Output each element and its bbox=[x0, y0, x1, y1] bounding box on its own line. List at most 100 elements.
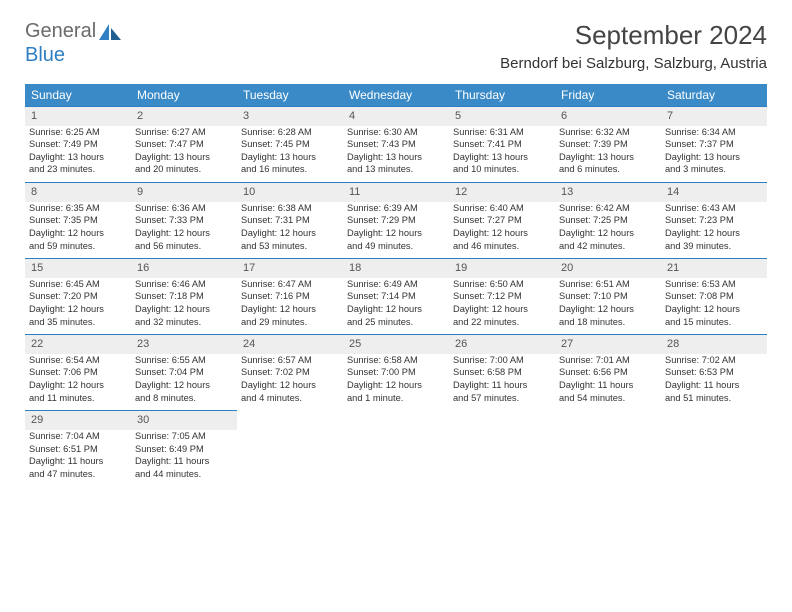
day-number: 6 bbox=[555, 107, 661, 126]
daylight-text: Daylight: 11 hours bbox=[453, 379, 551, 392]
day-number: 3 bbox=[237, 107, 343, 126]
day-content-row: Sunrise: 6:25 AMSunset: 7:49 PMDaylight:… bbox=[25, 126, 767, 183]
daylight-text: Daylight: 13 hours bbox=[29, 151, 127, 164]
weekday-header: Saturday bbox=[661, 84, 767, 107]
day-cell: Sunrise: 6:34 AMSunset: 7:37 PMDaylight:… bbox=[661, 126, 767, 183]
weekday-header: Thursday bbox=[449, 84, 555, 107]
daylight-text: and 29 minutes. bbox=[241, 316, 339, 329]
day-cell: Sunrise: 6:30 AMSunset: 7:43 PMDaylight:… bbox=[343, 126, 449, 183]
daynum-row: 15161718192021 bbox=[25, 259, 767, 278]
day-cell: Sunrise: 7:04 AMSunset: 6:51 PMDaylight:… bbox=[25, 430, 131, 486]
daynum-row: 2930 bbox=[25, 411, 767, 430]
sunset-text: Sunset: 7:43 PM bbox=[347, 138, 445, 151]
day-number: 16 bbox=[131, 259, 237, 278]
sunrise-text: Sunrise: 6:34 AM bbox=[665, 126, 763, 139]
sunrise-text: Sunrise: 7:02 AM bbox=[665, 354, 763, 367]
day-number bbox=[555, 411, 661, 430]
sunrise-text: Sunrise: 6:51 AM bbox=[559, 278, 657, 291]
day-cell bbox=[661, 430, 767, 486]
day-number: 27 bbox=[555, 335, 661, 354]
daylight-text: Daylight: 13 hours bbox=[135, 151, 233, 164]
day-cell: Sunrise: 6:57 AMSunset: 7:02 PMDaylight:… bbox=[237, 354, 343, 411]
logo-sail-icon bbox=[99, 24, 121, 40]
sunset-text: Sunset: 7:02 PM bbox=[241, 366, 339, 379]
daylight-text: Daylight: 11 hours bbox=[135, 455, 233, 468]
daylight-text: Daylight: 12 hours bbox=[29, 227, 127, 240]
sunset-text: Sunset: 7:20 PM bbox=[29, 290, 127, 303]
daylight-text: Daylight: 13 hours bbox=[665, 151, 763, 164]
day-cell: Sunrise: 6:43 AMSunset: 7:23 PMDaylight:… bbox=[661, 202, 767, 259]
daylight-text: and 57 minutes. bbox=[453, 392, 551, 405]
location: Berndorf bei Salzburg, Salzburg, Austria bbox=[500, 55, 767, 72]
daylight-text: Daylight: 11 hours bbox=[29, 455, 127, 468]
day-cell: Sunrise: 6:45 AMSunset: 7:20 PMDaylight:… bbox=[25, 278, 131, 335]
daylight-text: and 6 minutes. bbox=[559, 163, 657, 176]
daylight-text: Daylight: 11 hours bbox=[665, 379, 763, 392]
daylight-text: and 53 minutes. bbox=[241, 240, 339, 253]
day-number: 2 bbox=[131, 107, 237, 126]
weekday-header: Friday bbox=[555, 84, 661, 107]
day-number: 4 bbox=[343, 107, 449, 126]
day-cell: Sunrise: 6:32 AMSunset: 7:39 PMDaylight:… bbox=[555, 126, 661, 183]
day-cell: Sunrise: 6:36 AMSunset: 7:33 PMDaylight:… bbox=[131, 202, 237, 259]
sunset-text: Sunset: 7:16 PM bbox=[241, 290, 339, 303]
daylight-text: Daylight: 12 hours bbox=[347, 227, 445, 240]
day-number bbox=[237, 411, 343, 430]
sunrise-text: Sunrise: 6:50 AM bbox=[453, 278, 551, 291]
day-number: 28 bbox=[661, 335, 767, 354]
weekday-header: Sunday bbox=[25, 84, 131, 107]
daylight-text: and 44 minutes. bbox=[135, 468, 233, 481]
weekday-header: Monday bbox=[131, 84, 237, 107]
daylight-text: and 47 minutes. bbox=[29, 468, 127, 481]
daylight-text: Daylight: 12 hours bbox=[665, 303, 763, 316]
daylight-text: and 56 minutes. bbox=[135, 240, 233, 253]
sunrise-text: Sunrise: 6:42 AM bbox=[559, 202, 657, 215]
day-cell: Sunrise: 6:25 AMSunset: 7:49 PMDaylight:… bbox=[25, 126, 131, 183]
day-number: 21 bbox=[661, 259, 767, 278]
daylight-text: and 42 minutes. bbox=[559, 240, 657, 253]
title-block: September 2024 Berndorf bei Salzburg, Sa… bbox=[500, 20, 767, 72]
day-cell: Sunrise: 6:28 AMSunset: 7:45 PMDaylight:… bbox=[237, 126, 343, 183]
sunset-text: Sunset: 7:47 PM bbox=[135, 138, 233, 151]
sunrise-text: Sunrise: 6:54 AM bbox=[29, 354, 127, 367]
day-number: 30 bbox=[131, 411, 237, 430]
day-cell: Sunrise: 6:53 AMSunset: 7:08 PMDaylight:… bbox=[661, 278, 767, 335]
daylight-text: Daylight: 12 hours bbox=[29, 379, 127, 392]
logo-blue-row: Blue bbox=[25, 44, 65, 67]
daylight-text: and 59 minutes. bbox=[29, 240, 127, 253]
sunrise-text: Sunrise: 6:43 AM bbox=[665, 202, 763, 215]
sunset-text: Sunset: 6:58 PM bbox=[453, 366, 551, 379]
sunset-text: Sunset: 7:39 PM bbox=[559, 138, 657, 151]
daylight-text: and 1 minute. bbox=[347, 392, 445, 405]
sunrise-text: Sunrise: 6:25 AM bbox=[29, 126, 127, 139]
daylight-text: and 39 minutes. bbox=[665, 240, 763, 253]
day-number: 5 bbox=[449, 107, 555, 126]
day-number: 23 bbox=[131, 335, 237, 354]
sunrise-text: Sunrise: 7:01 AM bbox=[559, 354, 657, 367]
daylight-text: Daylight: 12 hours bbox=[453, 303, 551, 316]
sunrise-text: Sunrise: 6:46 AM bbox=[135, 278, 233, 291]
day-cell: Sunrise: 7:01 AMSunset: 6:56 PMDaylight:… bbox=[555, 354, 661, 411]
sunrise-text: Sunrise: 6:45 AM bbox=[29, 278, 127, 291]
sunrise-text: Sunrise: 6:47 AM bbox=[241, 278, 339, 291]
weekday-header: Wednesday bbox=[343, 84, 449, 107]
daylight-text: Daylight: 13 hours bbox=[559, 151, 657, 164]
day-number: 10 bbox=[237, 183, 343, 202]
sunset-text: Sunset: 7:23 PM bbox=[665, 214, 763, 227]
sunset-text: Sunset: 7:14 PM bbox=[347, 290, 445, 303]
daylight-text: Daylight: 12 hours bbox=[347, 303, 445, 316]
weekday-header-row: Sunday Monday Tuesday Wednesday Thursday… bbox=[25, 84, 767, 107]
day-number: 11 bbox=[343, 183, 449, 202]
sunrise-text: Sunrise: 6:27 AM bbox=[135, 126, 233, 139]
day-number: 1 bbox=[25, 107, 131, 126]
day-cell: Sunrise: 6:39 AMSunset: 7:29 PMDaylight:… bbox=[343, 202, 449, 259]
sunrise-text: Sunrise: 6:35 AM bbox=[29, 202, 127, 215]
daylight-text: and 20 minutes. bbox=[135, 163, 233, 176]
day-cell: Sunrise: 6:38 AMSunset: 7:31 PMDaylight:… bbox=[237, 202, 343, 259]
day-cell: Sunrise: 6:49 AMSunset: 7:14 PMDaylight:… bbox=[343, 278, 449, 335]
day-cell: Sunrise: 6:47 AMSunset: 7:16 PMDaylight:… bbox=[237, 278, 343, 335]
daylight-text: and 25 minutes. bbox=[347, 316, 445, 329]
day-number: 15 bbox=[25, 259, 131, 278]
day-number: 7 bbox=[661, 107, 767, 126]
daylight-text: Daylight: 11 hours bbox=[559, 379, 657, 392]
